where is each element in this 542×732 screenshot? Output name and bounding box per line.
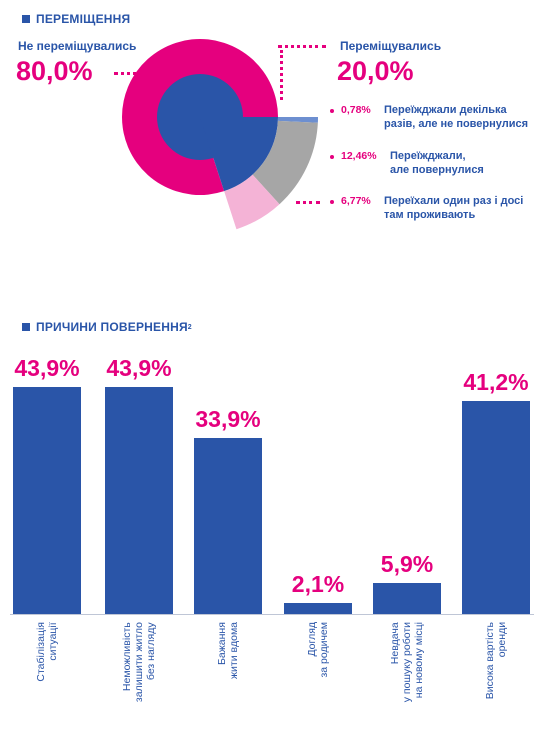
bar-category-label-2: Неможливість залишити житло без нагляду: [105, 622, 173, 732]
bar-6: [462, 400, 530, 614]
section-title-reasons: ПРИЧИНИ ПОВЕРНЕННЯ 2: [22, 320, 192, 334]
bar-2: [105, 386, 173, 614]
not-moved-pct: 80,0%: [16, 56, 93, 86]
x-axis-line: [10, 614, 534, 615]
donut-breakdown-slice-1: [277, 117, 318, 123]
sub3-leader-line: [296, 201, 320, 204]
sub-pct-3: 6,77%: [341, 195, 371, 207]
bar-category-text-4: Догляд за родичем: [306, 622, 330, 678]
square-bullet-icon: [22, 323, 30, 331]
sub-pct-1: 0,78%: [341, 104, 371, 116]
moved-label: Переміщувались: [340, 39, 442, 53]
bar-value-label-2: 43,9%: [106, 354, 172, 381]
bar-category-text-6: Висока вартість оренди: [484, 622, 508, 700]
moved-leader-vline: [280, 50, 283, 100]
section-title-reasons-text: ПРИЧИНИ ПОВЕРНЕННЯ: [36, 320, 188, 334]
section-title-moves-text: ПЕРЕМІЩЕННЯ: [36, 12, 131, 26]
donut-breakdown-slice-2: [252, 120, 318, 205]
bar-3: [194, 438, 262, 614]
bar-category-label-3: Бажання жити вдома: [194, 622, 262, 732]
donut-moved-slice: [200, 117, 278, 192]
sub-text-1: Переїжджали декілька разів, але не повер…: [384, 104, 529, 130]
footnote-mark: 2: [187, 323, 192, 331]
sub-bullet-3: [330, 200, 334, 204]
bar-5: [373, 583, 441, 614]
bar-4: [284, 603, 352, 614]
bar-category-label-4: Догляд за родичем: [284, 622, 352, 732]
sub-bullet-1: [330, 109, 334, 113]
square-bullet-icon: [22, 15, 30, 23]
bar-category-label-5: Невдача у пошуку роботи на новому місці: [373, 622, 441, 732]
sub-bullet-2: [330, 155, 334, 159]
bar-category-text-1: Стабілізація ситуації: [35, 622, 59, 682]
bar-value-label-3: 33,9%: [195, 406, 261, 433]
bar-value-label-4: 2,1%: [291, 571, 345, 598]
donut-not-moved-slice: [122, 38, 278, 196]
bar-value-label-1: 43,9%: [14, 354, 80, 381]
moved-leader-line: [278, 45, 326, 48]
donut-breakdown-slice-3: [224, 174, 280, 230]
section-title-moves: ПЕРЕМІЩЕННЯ: [22, 12, 130, 26]
bar-category-text-5: Невдача у пошуку роботи на новому місці: [389, 622, 425, 703]
sub-text-3: Переїхали один раз і досі там проживають: [384, 195, 524, 221]
sub-text-2: Переїжджали, але повернулися: [390, 150, 484, 176]
sub-pct-2: 12,46%: [341, 150, 377, 162]
bar-1: [13, 386, 81, 614]
bar-category-label-6: Висока вартість оренди: [462, 622, 530, 732]
donut-chart: [122, 38, 318, 230]
bar-category-text-2: Неможливість залишити житло без нагляду: [121, 622, 157, 703]
not-moved-leader-line: [114, 72, 144, 75]
not-moved-label: Не переміщувались: [18, 39, 137, 53]
bar-category-text-3: Бажання жити вдома: [216, 622, 240, 679]
bar-category-label-1: Стабілізація ситуації: [13, 622, 81, 732]
bar-value-label-6: 41,2%: [463, 368, 529, 395]
moved-pct: 20,0%: [337, 56, 414, 86]
bar-value-label-5: 5,9%: [380, 551, 434, 578]
